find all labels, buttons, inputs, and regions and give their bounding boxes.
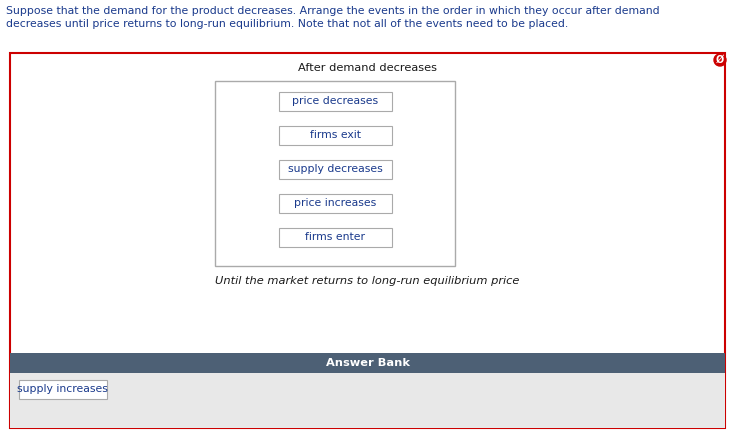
Text: price increases: price increases [294,198,376,208]
FancyBboxPatch shape [279,125,391,145]
Circle shape [714,54,726,66]
Text: decreases until price returns to long-run equilibrium. Note that not all of the : decreases until price returns to long-ru… [6,19,568,29]
FancyBboxPatch shape [18,379,106,399]
Text: Ø: Ø [716,55,724,65]
Text: Until the market returns to long-run equilibrium price: Until the market returns to long-run equ… [216,276,520,286]
Text: price decreases: price decreases [292,96,378,106]
Text: After demand decreases: After demand decreases [298,63,437,73]
Text: Answer Bank: Answer Bank [325,358,410,368]
FancyBboxPatch shape [215,81,455,266]
Text: supply decreases: supply decreases [287,164,383,174]
Text: supply increases: supply increases [17,384,108,394]
Text: firms enter: firms enter [305,232,365,242]
FancyBboxPatch shape [279,91,391,111]
Text: firms exit: firms exit [309,130,361,140]
FancyBboxPatch shape [279,194,391,212]
Text: Suppose that the demand for the product decreases. Arrange the events in the ord: Suppose that the demand for the product … [6,6,660,16]
FancyBboxPatch shape [279,228,391,246]
FancyBboxPatch shape [10,53,725,428]
FancyBboxPatch shape [279,160,391,178]
FancyBboxPatch shape [10,373,725,428]
FancyBboxPatch shape [10,353,725,373]
